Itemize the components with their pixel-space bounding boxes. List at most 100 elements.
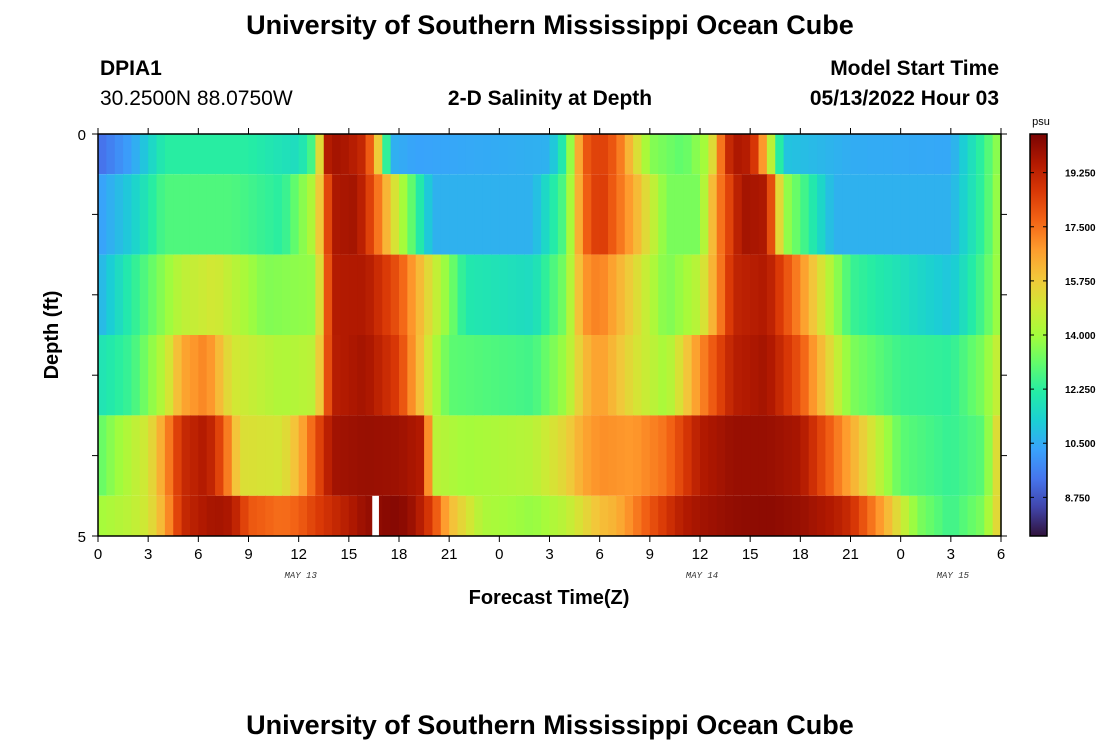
heatmap-cell — [800, 174, 810, 255]
heatmap-cell — [992, 495, 1002, 536]
colorbar: psu 8.750 10.500 12.250 14.000 15.750 17.500 1… — [1029, 116, 1096, 537]
chart-subtitle: 2-D Salinity at Depth — [447, 87, 653, 110]
heatmap-cell — [733, 415, 743, 496]
heatmap-cell — [106, 134, 116, 175]
heatmap-cell — [766, 335, 776, 416]
heatmap-cell — [733, 134, 743, 175]
heatmap-cell — [348, 495, 358, 536]
heatmap-cell — [833, 335, 843, 416]
heatmap-cell — [248, 174, 258, 255]
heatmap-cell — [708, 174, 718, 255]
heatmap-cell — [273, 174, 283, 255]
heatmap-cell — [909, 174, 918, 255]
heatmap-cell — [507, 415, 517, 496]
heatmap-cell — [725, 415, 735, 496]
heatmap-cell — [750, 415, 760, 496]
heatmap-cell — [281, 254, 291, 335]
heatmap-cell — [783, 335, 793, 416]
heatmap-cell — [206, 134, 216, 175]
heatmap-cell — [733, 335, 743, 416]
heatmap-cell — [616, 415, 626, 496]
heatmap-cell — [240, 134, 250, 175]
x-tick-label: 21 — [441, 546, 458, 563]
heatmap-cell — [507, 174, 517, 255]
heatmap-cell — [223, 134, 233, 175]
heatmap-cell — [975, 134, 985, 175]
heatmap-cell — [633, 415, 643, 496]
heatmap-cell — [449, 134, 459, 175]
heatmap-cell — [541, 495, 551, 536]
heatmap-cell — [909, 335, 918, 416]
heatmap-cell — [340, 335, 350, 416]
heatmap-cell — [123, 335, 133, 416]
heatmap-cell — [382, 495, 392, 536]
heatmap-cell — [173, 495, 183, 536]
heatmap-cell — [716, 335, 726, 416]
heatmap-cell — [424, 254, 434, 335]
heatmap-cell — [357, 254, 367, 335]
heatmap-cell — [691, 415, 701, 496]
heatmap-cell — [382, 174, 392, 255]
heatmap-cell — [741, 254, 751, 335]
heatmap-cell — [373, 134, 383, 175]
heatmap-cell — [390, 174, 400, 255]
heatmap-cell — [733, 174, 743, 255]
heatmap-cell — [666, 254, 676, 335]
heatmap-cell — [440, 174, 450, 255]
heatmap-cell — [440, 415, 450, 496]
heatmap-cell — [298, 335, 308, 416]
heatmap-cell — [181, 134, 191, 175]
heatmap-cell — [808, 174, 818, 255]
heatmap-cell — [858, 134, 868, 175]
heatmap-cell — [858, 174, 868, 255]
heatmap-cell — [415, 174, 425, 255]
heatmap-cell — [415, 495, 425, 536]
heatmap-cell — [850, 134, 860, 175]
heatmap-cell — [800, 495, 810, 536]
heatmap-cell — [967, 254, 977, 335]
heatmap-cell — [850, 254, 860, 335]
heatmap-cell — [524, 495, 534, 536]
heatmap-cell — [273, 134, 283, 175]
heatmap-cell — [323, 174, 333, 255]
heatmap-cell — [800, 254, 810, 335]
heatmap-cell — [549, 134, 559, 175]
heatmap-cell — [691, 335, 701, 416]
heatmap-cell — [842, 495, 852, 536]
heatmap-cell — [674, 254, 684, 335]
heatmap-cell — [833, 134, 843, 175]
heatmap-cell — [984, 495, 994, 536]
heatmap-cell — [189, 495, 199, 536]
x-tick-label: 6 — [997, 546, 1005, 563]
heatmap-cell — [683, 415, 693, 496]
heatmap-cell — [875, 335, 885, 416]
heatmap-cell — [775, 254, 785, 335]
heatmap-cell — [934, 254, 944, 335]
heatmap-cell — [482, 174, 492, 255]
heatmap-cell — [516, 415, 526, 496]
heatmap-cell — [758, 134, 768, 175]
heatmap-cell — [758, 415, 768, 496]
heatmap-cell — [582, 174, 592, 255]
heatmap-cell — [599, 134, 609, 175]
heatmap-cell — [114, 174, 124, 255]
heatmap-cell — [340, 254, 350, 335]
heatmap-cell — [683, 495, 693, 536]
heatmap-cell — [332, 174, 342, 255]
heatmap-cell — [842, 254, 852, 335]
heatmap-cell — [967, 335, 977, 416]
heatmap-cell — [156, 174, 166, 255]
heatmap-cell — [307, 495, 316, 536]
heatmap-cell — [658, 174, 668, 255]
heatmap-cell — [231, 335, 241, 416]
heatmap-cell — [516, 134, 526, 175]
heatmap-cell — [975, 415, 985, 496]
heatmap-cell — [114, 254, 124, 335]
heatmap-cell — [449, 174, 459, 255]
heatmap-cell — [424, 174, 434, 255]
heatmap-cell — [750, 174, 760, 255]
heatmap-cell — [633, 335, 643, 416]
x-tick-label: 15 — [742, 546, 759, 563]
heatmap-cell — [198, 335, 208, 416]
heatmap-cell — [148, 415, 158, 496]
